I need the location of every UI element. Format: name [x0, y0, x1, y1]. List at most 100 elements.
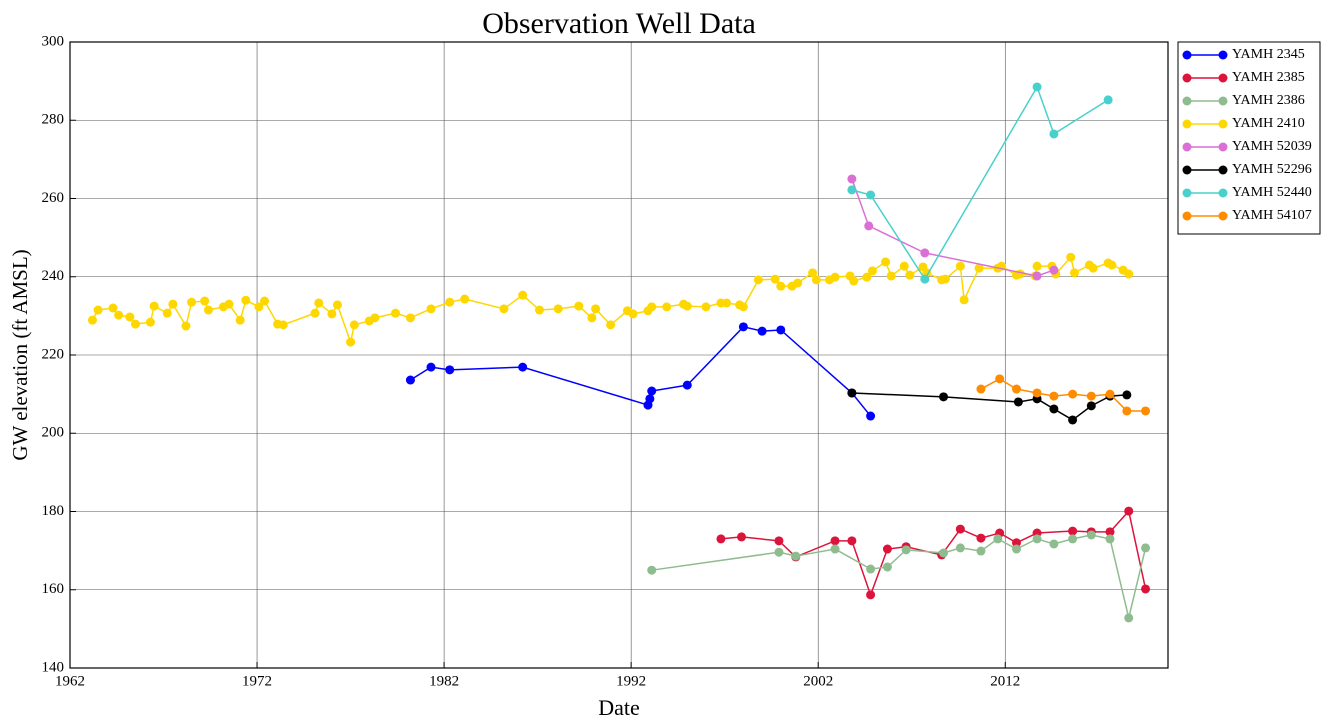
data-point [1124, 269, 1134, 279]
x-tick-label: 1962 [55, 673, 85, 689]
data-point [587, 313, 597, 323]
data-point [830, 272, 840, 282]
y-tick-label: 180 [42, 503, 65, 519]
data-point [976, 546, 986, 556]
data-point [1105, 534, 1115, 544]
data-point [738, 322, 748, 332]
data-point [920, 248, 930, 258]
data-point [976, 533, 986, 543]
data-point [1032, 271, 1042, 281]
data-point [628, 309, 638, 319]
data-point [866, 190, 876, 200]
chart-title: Observation Well Data [482, 7, 756, 40]
legend-label: YAMH 2410 [1232, 116, 1305, 131]
data-point [847, 536, 857, 546]
data-point [920, 274, 930, 284]
y-tick-label: 260 [42, 190, 65, 206]
data-point [1032, 534, 1042, 544]
data-point [260, 296, 270, 306]
x-axis-label: Date [598, 695, 640, 720]
data-point [867, 266, 877, 276]
data-point [108, 303, 118, 313]
data-point [645, 394, 655, 404]
data-point [278, 320, 288, 330]
data-point [1141, 584, 1151, 594]
legend-marker [1182, 73, 1192, 83]
data-point [1049, 265, 1059, 275]
legend-marker [1218, 50, 1228, 60]
data-point [93, 305, 103, 315]
data-point [770, 274, 780, 284]
data-point [405, 375, 415, 385]
data-point [776, 325, 786, 335]
data-point [862, 272, 872, 282]
series-line [851, 85, 1109, 281]
data-point [149, 301, 159, 311]
data-point [995, 374, 1005, 384]
legend-marker [1218, 211, 1228, 221]
data-point [1068, 526, 1078, 536]
data-point [886, 271, 896, 281]
data-point [187, 297, 197, 307]
data-point [811, 275, 821, 285]
data-point [1066, 252, 1076, 262]
data-point [606, 320, 616, 330]
y-tick-label: 300 [42, 33, 65, 49]
data-point [1124, 506, 1134, 516]
series-line [410, 326, 872, 417]
y-tick-label: 220 [42, 346, 65, 362]
data-point [1011, 544, 1021, 554]
data-point [647, 386, 657, 396]
data-point [993, 534, 1003, 544]
data-point [1068, 415, 1078, 425]
data-point [370, 313, 380, 323]
data-point [682, 301, 692, 311]
legend-marker [1182, 96, 1192, 106]
data-point [200, 296, 210, 306]
data-point [905, 270, 915, 280]
x-tick-label: 1972 [242, 673, 272, 689]
y-tick-label: 240 [42, 268, 65, 284]
data-point [866, 564, 876, 574]
data-point [881, 257, 891, 267]
data-point [405, 313, 415, 323]
data-point [1068, 534, 1078, 544]
data-point [955, 524, 965, 534]
legend-label: YAMH 52039 [1232, 139, 1312, 154]
data-point [808, 268, 818, 278]
data-point [847, 388, 857, 398]
data-point [1011, 538, 1021, 548]
data-point [203, 305, 213, 315]
legend-marker [1218, 119, 1228, 129]
data-point [224, 299, 234, 309]
data-point [1032, 82, 1042, 92]
data-point [553, 304, 563, 314]
data-point [901, 545, 911, 555]
legend-marker [1182, 119, 1192, 129]
series-line [851, 392, 1127, 421]
data-point [1011, 384, 1021, 394]
legend-marker [1182, 188, 1192, 198]
data-point [1049, 129, 1059, 139]
data-point [145, 317, 155, 327]
legend-marker [1218, 165, 1228, 175]
legend-label: YAMH 2386 [1232, 93, 1305, 108]
data-point [574, 301, 584, 311]
y-tick-label: 200 [42, 425, 65, 441]
data-point [1124, 613, 1134, 623]
data-point [662, 302, 672, 312]
data-point [791, 551, 801, 561]
data-point [518, 362, 528, 372]
legend-label: YAMH 2385 [1232, 70, 1305, 85]
data-point [1105, 389, 1115, 399]
data-point [314, 298, 324, 308]
data-point [955, 543, 965, 553]
data-point [866, 590, 876, 600]
data-point [774, 536, 784, 546]
data-point [940, 274, 950, 284]
data-point [235, 315, 245, 325]
data-point [793, 278, 803, 288]
data-point [647, 302, 657, 312]
data-point [939, 392, 949, 402]
